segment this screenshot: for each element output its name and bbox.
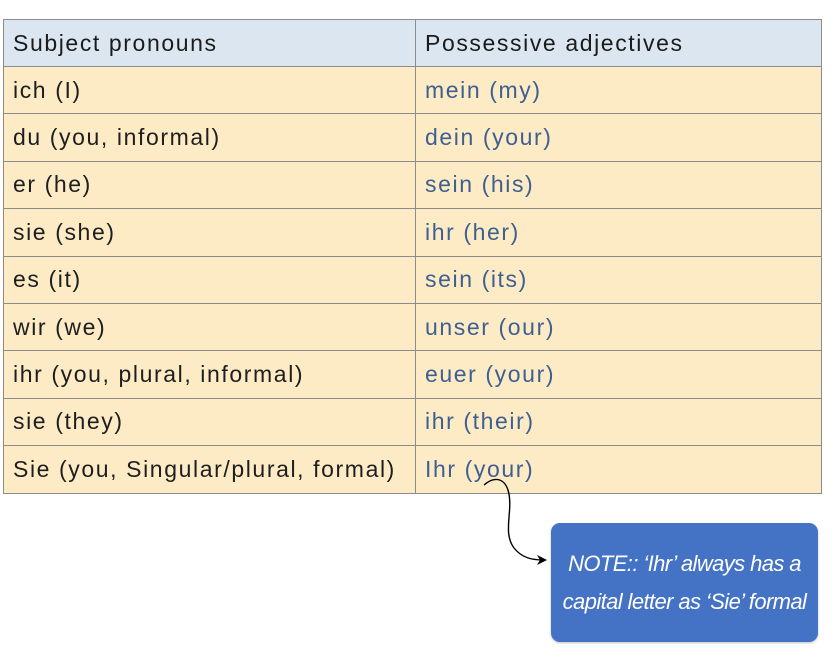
table-row: wir (we) unser (our) [3, 302, 822, 352]
possessive-adjective-cell: dein (your) [415, 113, 822, 162]
subject-pronoun-cell: sie (they) [3, 397, 416, 447]
table-row: ich (I) mein (my) [3, 65, 822, 115]
table-row: sie (they) ihr (their) [3, 397, 822, 447]
subject-pronoun-cell: er (he) [3, 160, 416, 210]
subject-pronoun-cell: du (you, informal) [3, 113, 416, 162]
possessive-adjective-cell: Ihr (your) [415, 445, 822, 494]
subject-pronoun-cell: ihr (you, plural, informal) [3, 350, 416, 399]
subject-pronoun-cell: ich (I) [3, 65, 416, 115]
table-row: Sie (you, Singular/plural, formal) Ihr (… [3, 445, 822, 494]
subject-pronoun-cell: sie (she) [3, 208, 416, 257]
subject-pronoun-cell: wir (we) [3, 302, 416, 352]
table-row: er (he) sein (his) [3, 160, 822, 210]
table-row: ihr (you, plural, informal) euer (your) [3, 350, 822, 399]
table-row: sie (she) ihr (her) [3, 208, 822, 257]
possessive-adjective-cell: euer (your) [415, 350, 822, 399]
possessive-adjective-cell: ihr (her) [415, 208, 822, 257]
possessive-adjective-cell: ihr (their) [415, 397, 822, 447]
possessive-adjective-cell: sein (his) [415, 160, 822, 210]
possessive-adjective-cell: mein (my) [415, 65, 822, 115]
pronoun-table: Subject pronouns Possessive adjectives i… [3, 19, 822, 494]
table-header-row: Subject pronouns Possessive adjectives [3, 19, 822, 67]
subject-pronoun-cell: Sie (you, Singular/plural, formal) [3, 445, 416, 494]
subject-pronoun-cell: es (it) [3, 255, 416, 304]
possessive-adjective-cell: sein (its) [415, 255, 822, 304]
header-possessive-adjectives: Possessive adjectives [415, 19, 822, 67]
table-row: es (it) sein (its) [3, 255, 822, 304]
note-callout: NOTE:: ‘Ihr’ always has a capital letter… [551, 523, 818, 642]
header-subject-pronouns: Subject pronouns [3, 19, 416, 67]
note-line-1: NOTE:: ‘Ihr’ always has a [568, 550, 801, 576]
note-line-2: capital letter as ‘Sie’ formal [562, 588, 807, 614]
table-row: du (you, informal) dein (your) [3, 113, 822, 162]
possessive-adjective-cell: unser (our) [415, 302, 822, 352]
callout-arrow-icon [483, 478, 547, 565]
